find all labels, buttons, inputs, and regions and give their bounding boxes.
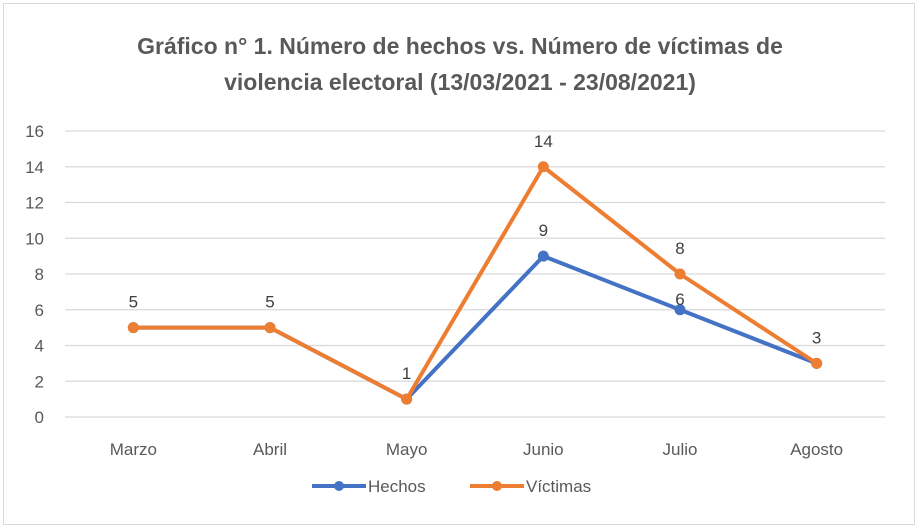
legend-marker-icon — [334, 481, 344, 491]
data-point-marker — [537, 161, 549, 173]
chart-title-line2: violencia electoral (13/03/2021 - 23/08/… — [224, 69, 696, 95]
legend-item-hechos[interactable]: Hechos — [312, 477, 426, 496]
data-label: 14 — [534, 132, 553, 151]
legend-label: Víctimas — [526, 477, 591, 496]
data-label: 1 — [402, 364, 411, 383]
series-lines — [127, 161, 823, 405]
chart-title: Gráfico n° 1. Número de hechos vs. Númer… — [0, 28, 920, 100]
y-tick-label: 0 — [35, 408, 44, 427]
chart-frame — [3, 3, 915, 525]
y-tick-label: 6 — [35, 301, 44, 320]
legend-marker-icon — [492, 481, 502, 491]
legend-label: Hechos — [368, 477, 426, 496]
data-label: 6 — [675, 290, 684, 309]
data-point-marker — [674, 304, 686, 316]
data-point-marker — [674, 268, 686, 280]
y-axis-ticks: 0 2 4 6 8 10 12 14 16 — [25, 122, 44, 427]
series-line-víctimas — [133, 164, 818, 402]
data-point-marker — [401, 393, 413, 405]
data-label: 5 — [129, 293, 138, 312]
x-tick-label: Junio — [523, 440, 564, 459]
y-tick-label: 14 — [25, 158, 44, 177]
data-label: 5 — [265, 293, 274, 312]
data-point-marker — [264, 322, 276, 334]
x-tick-label: Mayo — [386, 440, 428, 459]
legend-item-víctimas[interactable]: Víctimas — [470, 477, 591, 496]
data-point-marker — [127, 322, 139, 334]
data-labels: 9 6 5 5 1 14 8 3 — [129, 132, 822, 383]
x-tick-label: Agosto — [790, 440, 843, 459]
y-tick-label: 12 — [25, 194, 44, 213]
x-tick-label: Abril — [253, 440, 287, 459]
y-tick-label: 16 — [25, 122, 44, 141]
y-tick-label: 10 — [25, 229, 44, 248]
data-label: 8 — [675, 239, 684, 258]
x-tick-label: Marzo — [110, 440, 157, 459]
chart-title-line1: Gráfico n° 1. Número de hechos vs. Númer… — [137, 33, 783, 59]
data-point-marker — [811, 357, 823, 369]
x-tick-label: Julio — [663, 440, 698, 459]
data-point-marker — [537, 250, 549, 262]
gridlines — [65, 130, 885, 418]
x-axis-ticks: Marzo Abril Mayo Junio Julio Agosto — [110, 440, 843, 459]
y-tick-label: 2 — [35, 372, 44, 391]
data-label: 3 — [812, 328, 821, 347]
data-label: 9 — [539, 221, 548, 240]
y-tick-label: 8 — [35, 265, 44, 284]
y-tick-label: 4 — [35, 337, 44, 356]
legend: Hechos Víctimas — [312, 477, 591, 496]
